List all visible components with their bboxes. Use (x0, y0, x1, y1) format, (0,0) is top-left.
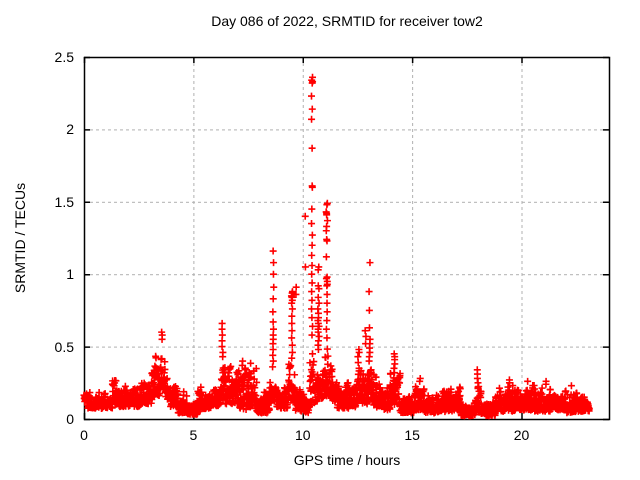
x-tick-label: 20 (513, 427, 530, 443)
y-tick-label: 1 (66, 266, 74, 283)
x-tick-label: 10 (294, 427, 311, 443)
chart-title: Day 086 of 2022, SRMTID for receiver tow… (211, 13, 483, 29)
y-tick-label: 2.5 (54, 49, 74, 65)
x-tick-label: 0 (80, 427, 88, 443)
x-axis-label: GPS time / hours (293, 452, 401, 468)
x-tick-label: 5 (189, 427, 198, 443)
y-tick-label: 0.5 (54, 338, 74, 355)
y-tick-label: 1.5 (54, 193, 74, 210)
y-tick-label: 2 (66, 121, 74, 138)
x-tick-label: 15 (404, 427, 420, 443)
y-tick-label: 0 (66, 411, 74, 427)
